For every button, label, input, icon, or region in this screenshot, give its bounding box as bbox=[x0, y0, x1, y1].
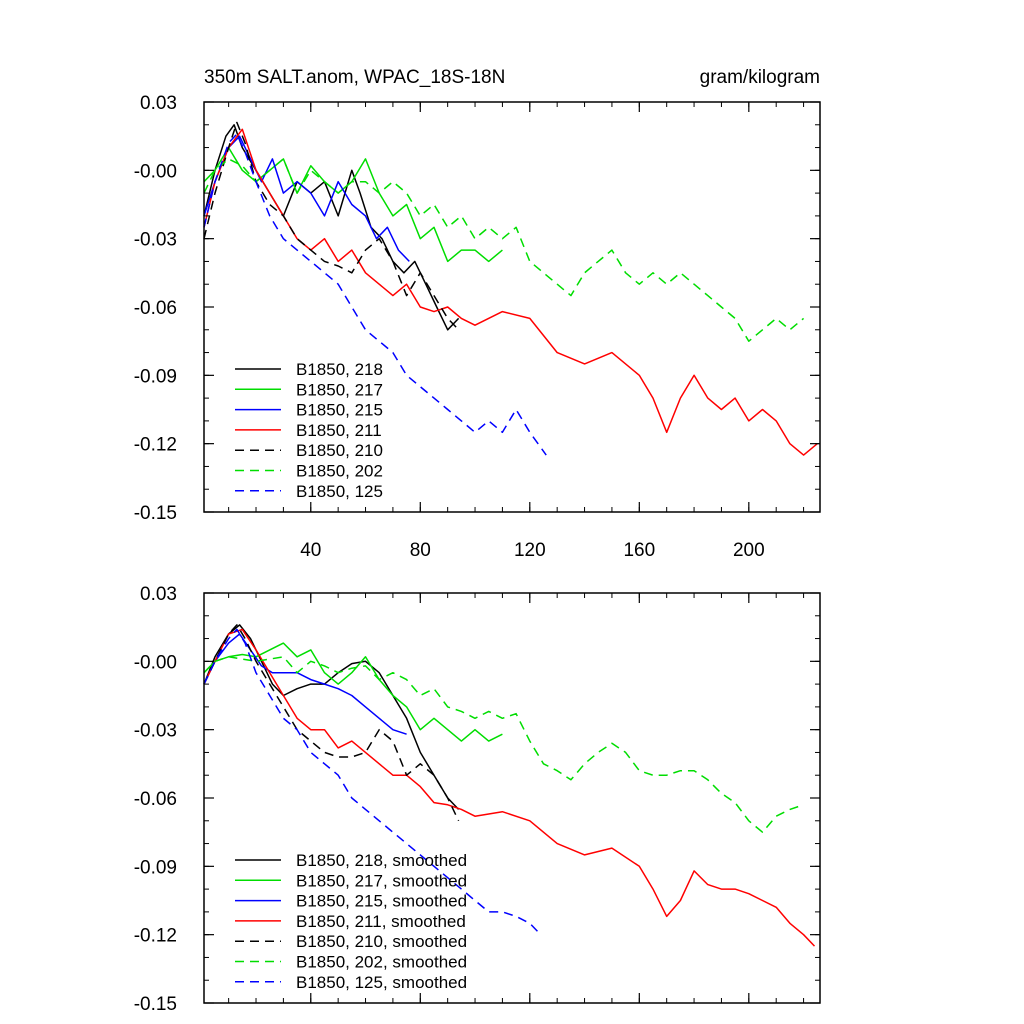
legend-label: B1850, 211 bbox=[296, 421, 382, 440]
x-tick-label: 40 bbox=[300, 540, 321, 561]
bottom-panel: 0.03 -0.00 -0.03 -0.06 -0.09 -0.12 -0.15 B1850… bbox=[134, 584, 821, 1015]
series-line-0 bbox=[203, 624, 460, 810]
x-tick-label: 200 bbox=[733, 540, 765, 561]
panel-title: 350m SALT.anom, WPAC_18S-18N bbox=[204, 67, 505, 88]
legend-label: B1850, 215, smoothed bbox=[296, 892, 467, 911]
y-tick-label: -0.12 bbox=[134, 435, 177, 456]
axis-layer: 0.03 -0.00 -0.03 -0.06 -0.09 -0.12 -0.15 40 80 12… bbox=[134, 93, 820, 561]
series-line-5 bbox=[203, 656, 804, 833]
series-line-4 bbox=[203, 624, 460, 822]
series-line-5 bbox=[203, 158, 805, 342]
y-tick-label: -0.06 bbox=[134, 298, 177, 319]
top-panel: 350m SALT.anom, WPAC_18S-18N gram/kilogr… bbox=[134, 67, 821, 561]
y-tick-label: 0.03 bbox=[140, 584, 177, 605]
axis-layer: 0.03 -0.00 -0.03 -0.06 -0.09 -0.12 -0.15 bbox=[134, 584, 820, 1015]
series-line-2 bbox=[203, 633, 407, 735]
series-line-0 bbox=[203, 124, 460, 331]
series-line-6 bbox=[203, 133, 547, 456]
legend-label: B1850, 217, smoothed bbox=[296, 871, 467, 890]
y-tick-label: -0.03 bbox=[134, 721, 177, 742]
series-line-1 bbox=[203, 642, 503, 742]
y-tick-label: 0.03 bbox=[140, 93, 177, 114]
legend-label: B1850, 215 bbox=[296, 401, 383, 420]
series-line-6 bbox=[203, 628, 542, 936]
y-tick-label: -0.12 bbox=[134, 926, 177, 947]
legend-label: B1850, 218 bbox=[296, 360, 383, 379]
legend-label: B1850, 125, smoothed bbox=[296, 973, 467, 992]
legend-label: B1850, 218, smoothed bbox=[296, 851, 467, 870]
series-line-1 bbox=[203, 146, 503, 263]
x-tick-label: 160 bbox=[623, 540, 655, 561]
y-tick-label: -0.09 bbox=[134, 366, 177, 387]
y-tick-label: -0.00 bbox=[134, 652, 177, 673]
series-layer bbox=[203, 624, 816, 947]
y-tick-label: -0.03 bbox=[134, 230, 177, 251]
x-tick-label: 120 bbox=[514, 540, 546, 561]
y-tick-label: -0.06 bbox=[134, 789, 177, 810]
series-line-3 bbox=[203, 628, 816, 947]
legend-label: B1850, 210 bbox=[296, 441, 383, 460]
legend-label: B1850, 210, smoothed bbox=[296, 932, 467, 951]
x-tick-label: 80 bbox=[410, 540, 431, 561]
legend-label: B1850, 217 bbox=[296, 380, 383, 399]
series-line-2 bbox=[203, 135, 410, 262]
legend-label: B1850, 202, smoothed bbox=[296, 953, 467, 972]
y-tick-label: -0.15 bbox=[134, 994, 177, 1015]
series-layer bbox=[203, 121, 818, 456]
y-tick-label: -0.00 bbox=[134, 161, 177, 182]
legend-label: B1850, 211, smoothed bbox=[296, 912, 466, 931]
y-tick-label: -0.15 bbox=[134, 503, 177, 524]
legend-label: B1850, 202 bbox=[296, 462, 383, 481]
units-label: gram/kilogram bbox=[700, 67, 820, 88]
legend-label: B1850, 125 bbox=[296, 482, 383, 501]
series-line-4 bbox=[203, 121, 460, 331]
y-tick-label: -0.09 bbox=[134, 857, 177, 878]
